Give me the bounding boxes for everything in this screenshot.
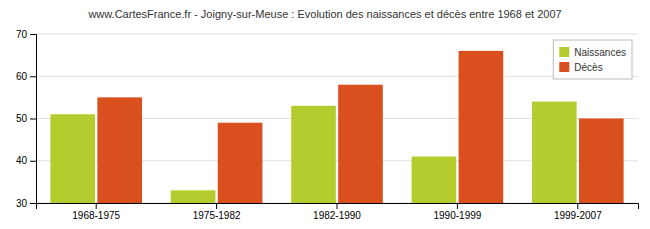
x-axis: 1968-1975 1975-1982 1982-1990 1990-1999 1999… [37, 203, 639, 221]
y-tick-mark [30, 161, 36, 162]
y-tick-label: 70 [16, 29, 28, 40]
y-tick: 50 [16, 113, 36, 124]
y-tick-mark [30, 34, 36, 35]
title: www.CartesFrance.fr - Joigny-sur-Meuse :… [87, 8, 561, 20]
x-tick: 1975-1982 [193, 203, 241, 221]
x-tick: 1990-1999 [433, 203, 481, 221]
bars [50, 51, 623, 203]
x-tick: 1999-2007 [554, 203, 602, 221]
y-tick: 30 [16, 198, 36, 209]
legend-swatch [559, 62, 569, 72]
bar [291, 106, 336, 203]
y-axis: 30 40 50 60 70 [16, 29, 37, 209]
x-tick-label: 1982-1990 [313, 210, 361, 221]
bar [50, 114, 95, 203]
y-tick-label: 50 [16, 113, 28, 124]
x-tick: 1982-1990 [313, 203, 361, 221]
x-tick-label: 1990-1999 [433, 210, 481, 221]
y-tick-mark [30, 119, 36, 120]
grid-line [36, 76, 638, 77]
x-tick-label: 1999-2007 [554, 210, 602, 221]
legend-box [553, 40, 632, 79]
y-tick: 40 [16, 155, 36, 166]
bar [97, 97, 142, 203]
y-tick-label: 60 [16, 71, 28, 82]
x-tick-mark [577, 203, 578, 209]
bar [532, 102, 577, 203]
y-tick-label: 30 [16, 198, 28, 209]
legend-swatch [559, 47, 569, 57]
bar [218, 123, 263, 203]
x-tick: 1968-1975 [72, 203, 120, 221]
bar-series [97, 51, 623, 203]
y-axis-line [30, 35, 37, 204]
bar [459, 51, 504, 203]
y-tick: 70 [16, 29, 36, 40]
x-tick-label: 1975-1982 [193, 210, 241, 221]
x-tick-mark [337, 203, 338, 209]
y-tick-mark [30, 76, 36, 77]
bar [171, 190, 216, 203]
plot: 30 40 50 60 70 1968-1975 1975-1982 1982-1990 199… [16, 29, 639, 229]
bar [338, 85, 383, 203]
y-tick-label: 40 [16, 155, 28, 166]
bar [579, 119, 624, 204]
y-tick: 60 [16, 71, 36, 82]
legend-label: Décès [574, 62, 602, 73]
y-tick-mark [30, 203, 36, 204]
x-axis-line [37, 204, 639, 210]
chart: www.CartesFrance.fr - Joigny-sur-Meuse :… [0, 0, 650, 229]
grid-line [36, 34, 638, 35]
legend: Naissances Décès [553, 40, 632, 79]
x-tick-label: 1968-1975 [72, 210, 120, 221]
legend-item: Décès [559, 62, 602, 73]
legend-item: Naissances [559, 47, 626, 58]
bar [412, 157, 457, 203]
x-tick-mark [457, 203, 458, 209]
legend-label: Naissances [574, 47, 626, 58]
x-tick-mark [216, 203, 217, 209]
x-tick-mark [96, 203, 97, 209]
